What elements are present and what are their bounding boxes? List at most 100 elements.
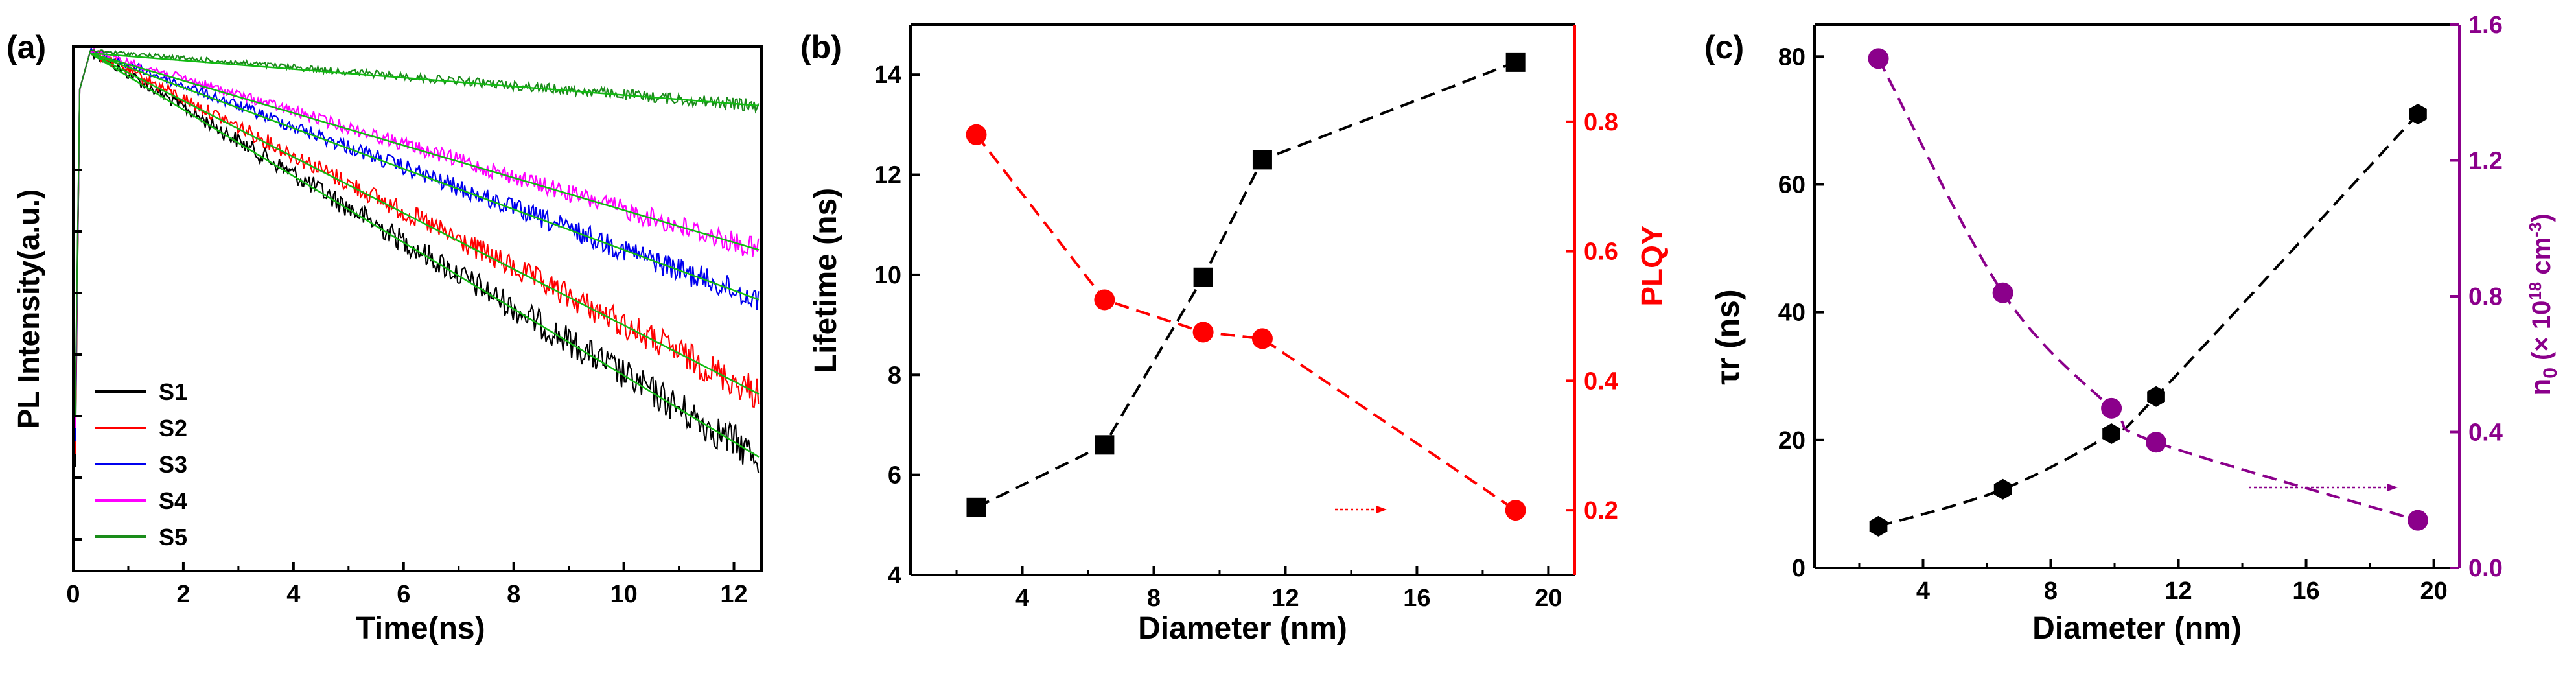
- series-s1-data: [74, 47, 760, 474]
- legend-label-s5: S5: [159, 524, 187, 550]
- panel-c-ytick-right-label: 0.8: [2468, 283, 2503, 311]
- panel-c-ylabel-right-part: 0: [2540, 368, 2561, 379]
- panel-b-series-0-line: [975, 61, 1516, 509]
- panel-c-ylabel: τr (ns): [1710, 289, 1746, 384]
- panel-c-series-1-line: [1877, 58, 2419, 522]
- series-s5: [74, 49, 760, 416]
- panel-b-series-1-marker: [1251, 328, 1273, 349]
- panel-c-ytick-right-label: 0.0: [2468, 555, 2503, 582]
- panel-b-xtick-label: 12: [1271, 585, 1299, 612]
- panel-b-ylabel-right: PLQY: [1635, 225, 1669, 306]
- panel-b-arrow-head: [1376, 506, 1387, 513]
- legend-label-s3: S3: [159, 451, 187, 478]
- panel-b-ytick-right-label: 0.8: [1584, 109, 1618, 136]
- series-s3: [74, 45, 760, 442]
- panel-b-xtick-label: 20: [1535, 585, 1562, 612]
- panel-c-xtick-label: 12: [2164, 578, 2192, 605]
- panel-c-series-1-marker: [2101, 397, 2122, 419]
- panel-c-xtick-label: 8: [2044, 578, 2058, 605]
- panel-b-series-1-line: [975, 134, 1516, 511]
- legend-label-s4: S4: [159, 487, 187, 514]
- panel-c-xlabel: Diameter (nm): [2032, 611, 2242, 646]
- panel-a-xtick-label: 8: [507, 581, 520, 608]
- panel-a-xtick-label: 0: [66, 581, 80, 608]
- panel-a-xlabel: Time(ns): [356, 611, 485, 646]
- panel-c-ytick-label: 60: [1778, 171, 1805, 198]
- series-s2-fit: [89, 52, 760, 395]
- panel-b-xtick-label: 16: [1403, 585, 1430, 612]
- panel-c-ytick-label: 0: [1792, 555, 1805, 582]
- panel-c-ylabel-right-part: 18: [2525, 282, 2545, 301]
- panel-b-ytick-right-label: 0.6: [1584, 239, 1618, 266]
- panel-a-xtick-label: 4: [286, 581, 300, 608]
- panel-c-series-0-marker: [2147, 386, 2165, 407]
- panel-c-ylabel-right: n0 (× 1018 cm-3): [2525, 213, 2561, 395]
- panel-c-ytick-label: 80: [1778, 43, 1805, 71]
- panel-b-xtick-label: 4: [1015, 585, 1029, 612]
- series-s5-data: [74, 49, 760, 416]
- panel-b-series-1-marker: [1094, 289, 1115, 311]
- panel-c-series-0-line: [1877, 113, 2419, 528]
- panel-c-ytick-label: 20: [1778, 427, 1805, 454]
- panel-b-series-0-marker: [1252, 150, 1272, 170]
- panel-b-ytick-label: 10: [874, 262, 901, 289]
- panel-c-arrow-head: [2387, 484, 2398, 491]
- panel-c-ylabel-right-part: ): [2527, 213, 2556, 222]
- panel-c-ylabel-right-part: -3: [2525, 222, 2545, 237]
- panel-b-ytick-label: 8: [888, 362, 901, 389]
- series-s5-fit: [89, 52, 760, 107]
- panel-c-ytick-right-label: 0.4: [2468, 419, 2503, 447]
- panel-a-ylabel: PL Intensity(a.u.): [12, 189, 45, 429]
- series-s4: [74, 47, 760, 429]
- series-s3-fit: [89, 52, 760, 301]
- panel-b-ytick-label: 6: [888, 462, 901, 489]
- panel-c-series-0-marker: [1869, 515, 1888, 537]
- series-s1: [74, 47, 760, 474]
- panel-b-label: (b): [800, 29, 842, 65]
- panel-b-series-0-marker: [966, 497, 986, 517]
- panel-b-series-0-marker: [1193, 267, 1213, 287]
- panel-a-label: (a): [6, 29, 46, 65]
- legend-label-s2: S2: [159, 415, 187, 441]
- panel-b-ytick-right-label: 0.2: [1584, 497, 1618, 524]
- panel-b-series-0-marker: [1505, 52, 1526, 72]
- panel-b-series-1-marker: [1192, 322, 1214, 343]
- series-s1-fit: [89, 52, 760, 458]
- panel-a-frame: [72, 45, 763, 572]
- panel-a-xtick-label: 10: [610, 581, 637, 608]
- series-s2-data: [74, 46, 760, 455]
- panel-c-xtick-label: 4: [1916, 578, 1930, 605]
- panel-c-series-0-marker: [1993, 478, 2012, 500]
- panel-b-series-1-marker: [1505, 500, 1526, 521]
- series-s4-fit: [89, 52, 760, 251]
- panel-c-ytick-right-label: 1.2: [2468, 148, 2503, 175]
- panel-a-xtick-label: 12: [720, 581, 747, 608]
- panel-c-xtick-label: 20: [2420, 578, 2447, 605]
- panel-c-series-1-marker: [1868, 48, 1889, 69]
- panel-c-series-1-marker: [2407, 510, 2428, 531]
- panel-c-series-1-marker: [2146, 432, 2167, 453]
- panel-b-series-1-marker: [966, 124, 987, 145]
- legend-label-s1: S1: [159, 379, 187, 405]
- panel-b-xtick-label: 8: [1147, 585, 1161, 612]
- panel-a-xtick-label: 2: [176, 581, 190, 608]
- series-s2: [74, 46, 760, 455]
- panel-c-ytick-right-label: 1.6: [2468, 12, 2503, 39]
- panel-c-series-0-marker: [2102, 423, 2120, 444]
- panel-c-ytick-label: 40: [1778, 299, 1805, 327]
- panel-a-xtick-label: 6: [397, 581, 410, 608]
- panel-b-ytick-label: 14: [874, 62, 901, 89]
- panel-c-ylabel-right-part: cm: [2527, 237, 2556, 282]
- panel-b-xlabel: Diameter (nm): [1138, 611, 1347, 646]
- panel-c-series-0-marker: [2409, 104, 2427, 124]
- panel-b-ytick-right-label: 0.4: [1584, 368, 1618, 395]
- panel-b-ytick-label: 4: [888, 562, 901, 589]
- panel-c-label: (c): [1704, 29, 1744, 65]
- panel-b-ylabel: Lifetime (ns): [809, 188, 843, 373]
- panel-c-ylabel-right-part: (× 10: [2527, 301, 2556, 368]
- panel-c-series-1-marker: [1992, 282, 2013, 303]
- panel-c-ylabel-right-part: n: [2525, 379, 2557, 396]
- panel-b-series-0-marker: [1095, 435, 1115, 455]
